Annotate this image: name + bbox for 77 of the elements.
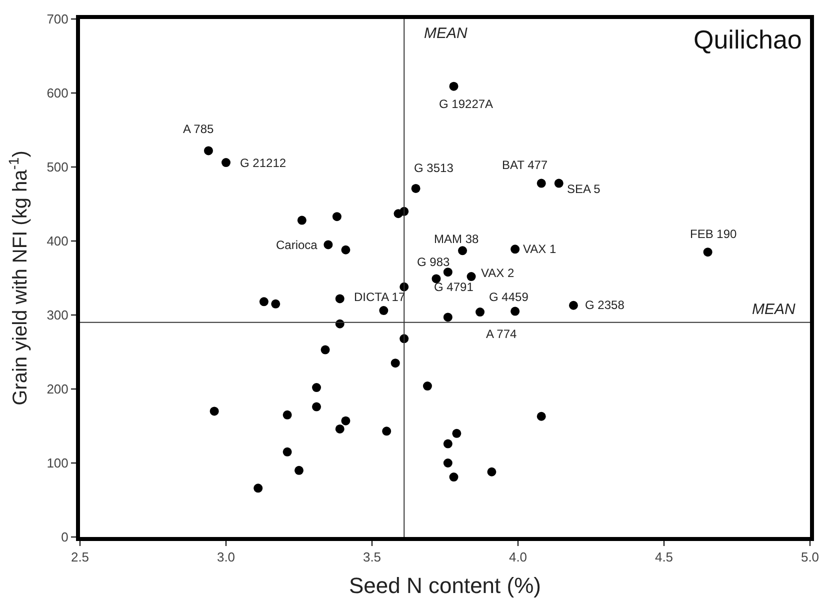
point: [271, 299, 280, 308]
point: [432, 274, 441, 284]
point: [536, 178, 546, 188]
annotation: G 2358: [585, 298, 625, 312]
point: [466, 272, 476, 282]
chart-title: Quilichao: [694, 24, 802, 55]
y-tick-label: 500: [46, 160, 68, 175]
y-tick-label: 700: [46, 12, 68, 27]
point: [312, 383, 322, 392]
point: [443, 439, 452, 448]
point: [297, 216, 306, 225]
point: [487, 467, 496, 476]
point: [510, 306, 520, 316]
annotation: BAT 477: [502, 158, 548, 172]
point: [411, 184, 420, 193]
x-tick-label: 5.0: [800, 550, 820, 565]
point: [282, 410, 292, 420]
point: [210, 406, 219, 416]
x-tick-label: 4.0: [508, 550, 528, 565]
point: [335, 424, 344, 434]
x-tick-label: 3.5: [362, 550, 382, 565]
annotation: G 21212: [240, 156, 286, 170]
point: [422, 382, 432, 391]
point: [510, 244, 520, 254]
y-tick-label: 0: [61, 530, 68, 545]
point: [222, 158, 230, 168]
point: [449, 82, 458, 91]
annotation: G 3513: [414, 161, 454, 175]
y-tick-label: 600: [46, 86, 68, 101]
point: [332, 212, 342, 222]
annotation: FEB 190: [690, 227, 738, 241]
annotation: MAM 38: [434, 232, 480, 246]
x-axis-title: Seed N content (%): [349, 573, 541, 598]
point: [254, 484, 263, 493]
point: [452, 428, 462, 438]
point: [379, 306, 388, 316]
point: [335, 294, 344, 304]
annotation: A 774: [486, 327, 518, 341]
point: [294, 466, 304, 475]
annotation: A 785: [183, 122, 214, 136]
point: [443, 268, 452, 277]
annotation: G 983: [417, 255, 450, 269]
point: [554, 178, 564, 188]
point: [382, 426, 392, 436]
point: [568, 300, 578, 310]
x-tick-label: 3.0: [216, 550, 236, 565]
ref-line-label: MEAN: [752, 301, 796, 318]
point: [443, 458, 452, 468]
annotation: SEA 5: [567, 182, 601, 196]
annotation: G 19227A: [439, 97, 494, 111]
ref-line-label: MEAN: [424, 25, 468, 42]
point: [259, 297, 268, 306]
point: [458, 246, 468, 256]
point: [341, 416, 350, 426]
point: [703, 248, 712, 257]
annotation: VAX 1: [523, 242, 556, 256]
x-tick-label: 4.5: [654, 550, 674, 565]
annotation: G 4791: [434, 280, 474, 294]
point: [536, 412, 546, 421]
y-tick-label: 400: [46, 234, 68, 249]
x-tick-label: 2.5: [70, 550, 90, 565]
annotation: Carioca: [276, 238, 318, 252]
y-tick-label: 200: [46, 382, 68, 397]
point: [443, 312, 452, 322]
point: [449, 472, 458, 482]
annotation: G 4459: [489, 290, 529, 304]
point: [324, 240, 333, 250]
y-tick-label: 100: [46, 456, 68, 471]
point: [320, 345, 330, 354]
y-tick-label: 300: [46, 308, 68, 323]
point: [204, 146, 213, 156]
point: [476, 308, 485, 317]
annotation: VAX 2: [481, 266, 514, 280]
point: [282, 447, 292, 456]
point: [390, 358, 400, 368]
point: [341, 245, 350, 254]
point: [312, 402, 322, 412]
